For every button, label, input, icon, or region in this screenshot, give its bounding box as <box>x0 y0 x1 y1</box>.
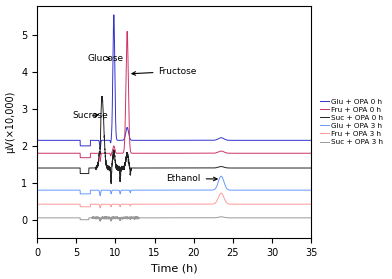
Line: Suc + OPA 3 h: Suc + OPA 3 h <box>37 217 311 221</box>
Suc + OPA 3 h <box>49 216 53 220</box>
Suc + OPA 0 h <box>109 182 113 185</box>
Suc + OPA 3 h <box>134 217 139 220</box>
Suc + OPA 0 h <box>134 166 139 170</box>
Legend: Glu + OPA 0 h, Fru + OPA 0 h, Suc + OPA 0 h, Glu + OPA 3 h, Fru + OPA 3 h, Suc +: Glu + OPA 0 h, Fru + OPA 0 h, Suc + OPA … <box>318 96 386 148</box>
Fru + OPA 0 h <box>98 160 102 163</box>
Fru + OPA 0 h <box>209 151 214 155</box>
Glu + OPA 0 h <box>98 148 102 151</box>
Fru + OPA 0 h <box>49 151 53 155</box>
Fru + OPA 0 h <box>134 151 139 155</box>
Fru + OPA 0 h <box>35 151 40 155</box>
Fru + OPA 3 h <box>197 203 201 206</box>
Fru + OPA 0 h <box>309 151 314 155</box>
Glu + OPA 3 h <box>209 189 214 192</box>
Suc + OPA 3 h <box>252 216 257 220</box>
Text: Fructose: Fructose <box>132 67 197 76</box>
Suc + OPA 0 h <box>49 166 53 170</box>
Line: Fru + OPA 3 h: Fru + OPA 3 h <box>37 193 311 208</box>
Fru + OPA 3 h <box>252 203 257 206</box>
Fru + OPA 3 h <box>309 203 314 206</box>
Fru + OPA 0 h <box>197 151 202 155</box>
Line: Fru + OPA 0 h: Fru + OPA 0 h <box>37 32 311 161</box>
Glu + OPA 3 h <box>35 189 40 192</box>
Glu + OPA 3 h <box>219 174 223 178</box>
Suc + OPA 3 h <box>125 215 129 218</box>
Glu + OPA 3 h <box>309 189 314 192</box>
Text: Glucose: Glucose <box>88 54 124 63</box>
Text: Ethanol: Ethanol <box>166 174 217 183</box>
Glu + OPA 3 h <box>238 189 243 192</box>
Glu + OPA 0 h <box>134 139 139 142</box>
Glu + OPA 0 h <box>238 139 243 142</box>
Suc + OPA 3 h <box>197 216 202 220</box>
Line: Glu + OPA 0 h: Glu + OPA 0 h <box>37 15 311 150</box>
Suc + OPA 3 h <box>309 216 314 220</box>
Fru + OPA 0 h <box>252 151 257 155</box>
Glu + OPA 0 h <box>252 139 257 142</box>
Fru + OPA 0 h <box>238 151 243 155</box>
Suc + OPA 3 h <box>209 216 214 220</box>
Suc + OPA 3 h <box>238 216 243 220</box>
Glu + OPA 0 h <box>309 139 314 142</box>
Fru + OPA 3 h <box>134 203 139 206</box>
Suc + OPA 0 h <box>197 166 202 170</box>
Glu + OPA 0 h <box>209 139 214 142</box>
Fru + OPA 3 h <box>219 191 223 195</box>
Glu + OPA 0 h <box>35 139 40 142</box>
Suc + OPA 0 h <box>238 166 243 170</box>
Suc + OPA 0 h <box>100 95 105 98</box>
Suc + OPA 3 h <box>35 216 40 220</box>
Glu + OPA 0 h <box>197 139 202 142</box>
Suc + OPA 0 h <box>252 166 257 170</box>
Glu + OPA 0 h <box>111 13 116 16</box>
Text: Sucrose: Sucrose <box>73 111 108 120</box>
Fru + OPA 3 h <box>98 206 102 210</box>
Line: Glu + OPA 3 h: Glu + OPA 3 h <box>37 176 311 196</box>
Suc + OPA 0 h <box>35 166 40 170</box>
Fru + OPA 3 h <box>238 203 243 206</box>
Y-axis label: μV(×10,000): μV(×10,000) <box>5 91 16 153</box>
Fru + OPA 0 h <box>125 30 129 33</box>
Suc + OPA 3 h <box>98 220 102 223</box>
Glu + OPA 0 h <box>49 139 53 142</box>
Suc + OPA 0 h <box>309 166 314 170</box>
Fru + OPA 3 h <box>209 203 214 206</box>
Glu + OPA 3 h <box>197 189 201 192</box>
Suc + OPA 0 h <box>209 166 214 170</box>
Fru + OPA 3 h <box>49 203 53 206</box>
Glu + OPA 3 h <box>252 189 257 192</box>
Glu + OPA 3 h <box>134 189 139 192</box>
X-axis label: Time (h): Time (h) <box>151 263 198 273</box>
Glu + OPA 3 h <box>49 189 53 192</box>
Glu + OPA 3 h <box>98 194 102 197</box>
Line: Suc + OPA 0 h: Suc + OPA 0 h <box>37 97 311 184</box>
Fru + OPA 3 h <box>35 203 40 206</box>
